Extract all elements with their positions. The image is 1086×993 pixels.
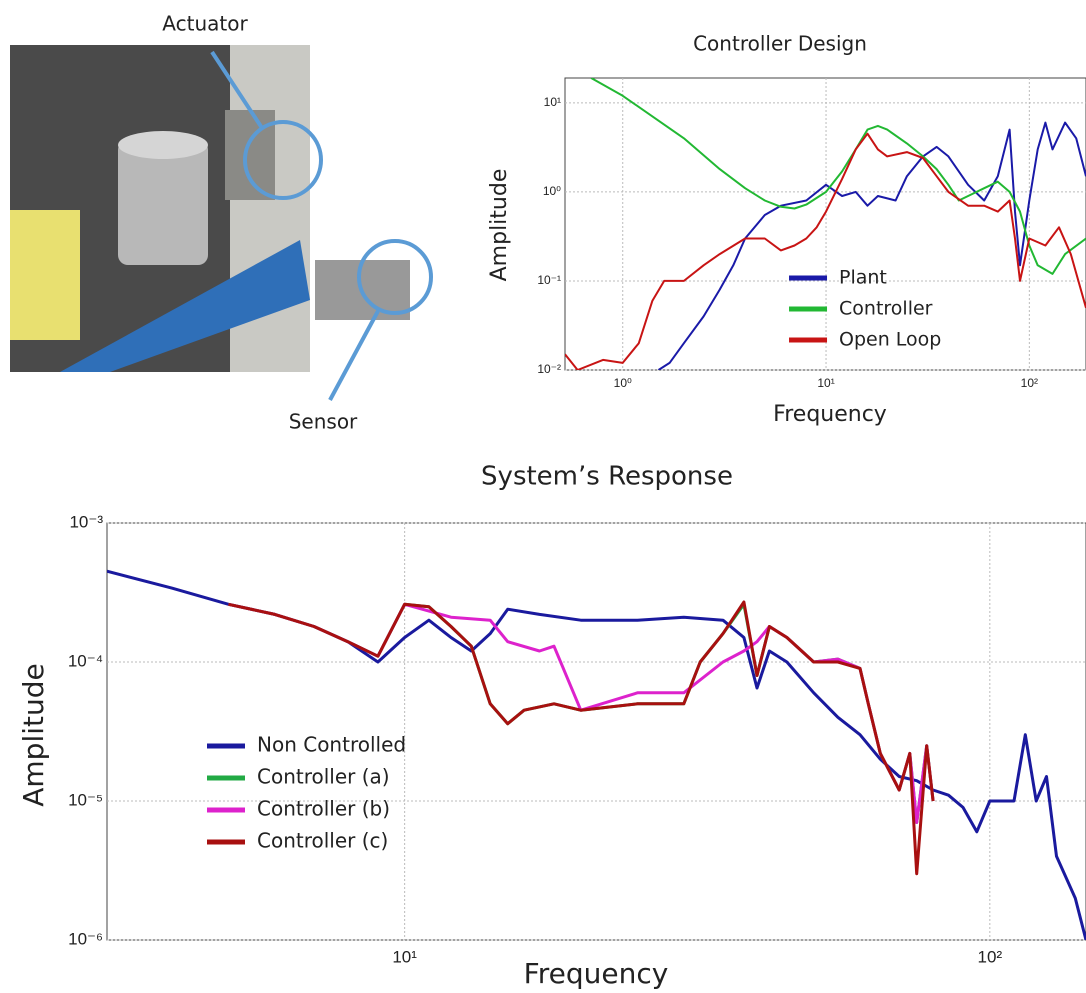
y-axis-label: Amplitude: [487, 169, 512, 282]
series-line: [657, 121, 1086, 370]
y-tick-label: 10⁻³: [69, 512, 103, 531]
x-axis-label: Frequency: [773, 402, 887, 427]
paper: [10, 210, 80, 340]
y-tick-label: 10¹: [544, 95, 561, 109]
photo-label: Sensor: [289, 410, 358, 434]
legend-label: Controller: [839, 298, 933, 320]
y-tick-label: 10⁻¹: [537, 273, 561, 287]
y-tick-label: 10⁻⁶: [68, 929, 103, 948]
x-tick-label: 10⁰: [614, 376, 632, 390]
shaker-top: [118, 131, 208, 159]
plot-area: [564, 77, 1086, 371]
x-tick-label: 10²: [1021, 376, 1038, 390]
y-tick-label: 10⁻²: [537, 362, 561, 376]
plot-area: [106, 522, 1086, 941]
photo: Actuator Sensor: [10, 12, 433, 434]
x-tick-label: 10¹: [817, 376, 834, 390]
sensor-pointer: [328, 310, 380, 401]
x-axis-label: Frequency: [524, 957, 669, 990]
series-line: [590, 78, 1086, 275]
actuator-pointer: [210, 50, 264, 130]
legend-label: Controller (b): [257, 797, 390, 821]
y-tick-label: 10⁻⁵: [68, 790, 103, 809]
legend-label: Non Controlled: [257, 733, 406, 757]
shaker: [118, 140, 208, 265]
legend-label: Plant: [839, 267, 887, 289]
y-tick-label: 10⁰: [543, 184, 561, 198]
legend-label: Controller (a): [257, 765, 390, 789]
beam: [60, 240, 310, 372]
y-axis-label: Amplitude: [17, 663, 50, 807]
chart-title: Controller Design: [693, 32, 867, 56]
y-tick-label: 10⁻⁴: [68, 651, 103, 670]
series-line: [228, 600, 935, 876]
x-tick-label: 10²: [978, 947, 1003, 966]
photo-label: Actuator: [162, 12, 248, 36]
x-tick-label: 10¹: [392, 947, 417, 966]
legend-label: Controller (c): [257, 829, 388, 853]
series-line: [565, 132, 1086, 370]
chart-title: System’s Response: [481, 462, 733, 492]
sensor-circle: [357, 239, 433, 315]
legend-label: Open Loop: [839, 329, 941, 351]
series-line: [107, 569, 1086, 940]
actuator-circle: [243, 120, 323, 200]
